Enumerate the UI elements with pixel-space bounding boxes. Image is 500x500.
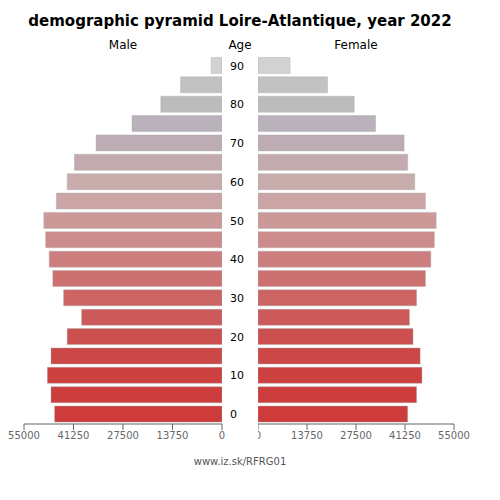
svg-text:27500: 27500 (340, 430, 372, 441)
svg-text:40: 40 (230, 253, 244, 266)
html-text:Male: Male (108, 38, 138, 52)
html-text:demographic pyramid Loire-Atla: demographic pyramid Loire-Atlantique, ye… (28, 12, 452, 30)
svg-text:80: 80 (230, 98, 244, 111)
svg-text:41250: 41250 (58, 430, 90, 441)
html-text:Age: Age (228, 38, 252, 52)
html-text:Female: Female (334, 38, 378, 52)
svg-text:70: 70 (230, 137, 244, 150)
svg-text:60: 60 (230, 176, 244, 189)
svg-text:20: 20 (230, 331, 244, 344)
html-text:www.iz.sk/RFRG01: www.iz.sk/RFRG01 (193, 456, 287, 467)
svg-text:13750: 13750 (291, 430, 323, 441)
svg-text:0: 0 (219, 430, 225, 441)
svg-text:30: 30 (230, 292, 244, 305)
svg-text:41250: 41250 (389, 430, 421, 441)
svg-text:10: 10 (230, 369, 244, 382)
svg-text:55000: 55000 (438, 430, 470, 441)
svg-text:0: 0 (258, 430, 261, 441)
svg-text:0: 0 (230, 408, 237, 421)
svg-text:90: 90 (230, 60, 244, 73)
svg-text:55000: 55000 (8, 430, 40, 441)
svg-text:27500: 27500 (107, 430, 139, 441)
svg-text:50: 50 (230, 215, 244, 228)
svg-text:13750: 13750 (157, 430, 189, 441)
